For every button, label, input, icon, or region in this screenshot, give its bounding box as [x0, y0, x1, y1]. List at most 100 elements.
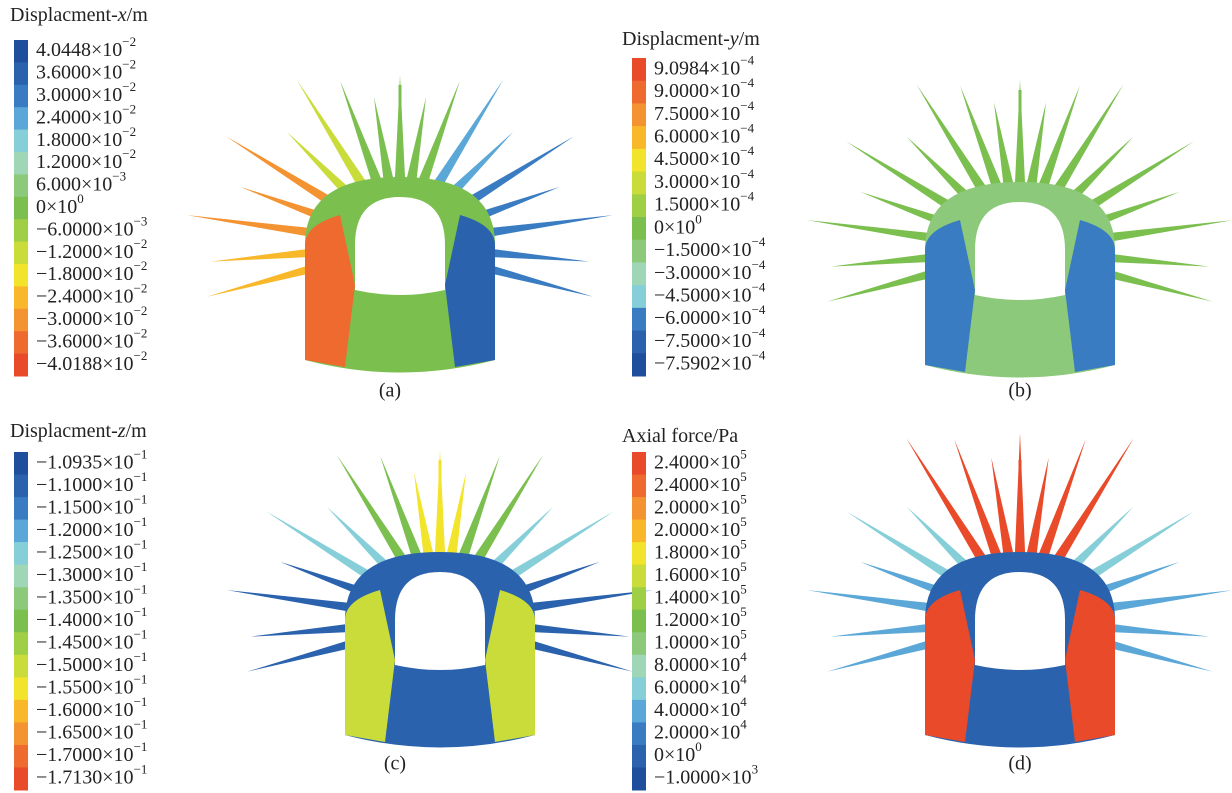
mantissa: −6.0000×10	[36, 218, 134, 240]
legend-label: −1.0000×103	[654, 762, 758, 789]
mantissa: −3.0000×10	[36, 308, 134, 330]
legend-swatch	[14, 587, 28, 610]
caption: (a)	[379, 380, 401, 402]
exponent: −1	[134, 627, 148, 642]
legend-label: −4.5000×10−4	[654, 279, 766, 306]
mantissa: −3.0000×10	[654, 261, 752, 283]
exponent: 3	[752, 762, 759, 777]
legend-swatch	[14, 174, 28, 197]
exponent: 0	[695, 211, 702, 226]
mantissa: −1.5500×10	[36, 676, 134, 698]
legend-label: −6.0000×10−4	[654, 302, 766, 329]
exponent: −2	[122, 79, 136, 94]
mantissa: 1.4000×10	[654, 586, 740, 608]
mantissa: 7.5000×10	[654, 102, 740, 124]
exponent: −2	[134, 303, 148, 318]
legend-label: −1.8000×10−2	[36, 258, 147, 285]
legend-swatch	[14, 85, 28, 108]
legend-swatch	[632, 587, 646, 610]
exponent: −4	[752, 325, 766, 340]
legend-swatch	[632, 103, 646, 126]
exponent: 4	[740, 694, 747, 709]
exponent: −4	[740, 166, 754, 181]
mantissa: −1.8000×10	[36, 263, 134, 285]
title-part: /m	[126, 420, 148, 442]
exponent: −4	[752, 348, 766, 363]
mantissa: 6.000×10	[36, 173, 112, 195]
legend-swatch	[632, 172, 646, 195]
legend-swatch	[14, 452, 28, 475]
legend-swatch	[632, 452, 646, 475]
exponent: −2	[122, 34, 136, 49]
legend-swatch	[632, 58, 646, 81]
legend-label: 4.0000×104	[654, 694, 747, 721]
mantissa: 2.4000×10	[36, 106, 122, 128]
exponent: −1	[134, 604, 148, 619]
legend-label: −1.6500×10−1	[36, 717, 147, 744]
exponent: −1	[134, 739, 148, 754]
mantissa: 4.5000×10	[654, 148, 740, 170]
mantissa: −1.3000×10	[36, 564, 134, 586]
mantissa: −1.2500×10	[36, 541, 134, 563]
exponent: −1	[134, 446, 148, 461]
exponent: 5	[740, 491, 747, 506]
legend-label: 4.0448×10−2	[36, 34, 136, 61]
mantissa: 6.0000×10	[654, 125, 740, 147]
figure: Displacment-x/m4.0448×10−23.6000×10−23.0…	[0, 0, 1232, 793]
legend-label: 2.4000×10−2	[36, 101, 136, 128]
mantissa: 2.4000×10	[654, 451, 740, 473]
exponent: 5	[740, 604, 747, 619]
legend-label: −2.4000×10−2	[36, 281, 147, 308]
legend-label: −7.5000×10−4	[654, 325, 766, 352]
exponent: 5	[740, 581, 747, 596]
spike	[1035, 86, 1080, 196]
legend-swatch	[632, 475, 646, 498]
exponent: −1	[134, 469, 148, 484]
legend-label: −4.0188×10−2	[36, 348, 147, 375]
exponent: 5	[740, 536, 747, 551]
legend-swatch	[632, 240, 646, 263]
title-part: /m	[127, 4, 149, 26]
mantissa: 2.0000×10	[654, 518, 740, 540]
legend-label: −6.0000×10−3	[36, 213, 147, 240]
mantissa: −1.7000×10	[36, 744, 134, 766]
mantissa: −1.2000×10	[36, 240, 134, 262]
legend-label: −7.5902×10−4	[654, 348, 766, 375]
mantissa: −6.0000×10	[654, 307, 752, 329]
legend-swatch	[632, 217, 646, 240]
legend-title: Axial force/Pa	[622, 425, 738, 447]
exponent: −2	[134, 281, 148, 296]
legend-label: 1.5000×10−4	[654, 189, 755, 216]
tunnel-hole	[355, 197, 445, 295]
legend-swatch	[632, 542, 646, 565]
legend-label: −1.2000×10−1	[36, 514, 147, 541]
legend-label: 1.6000×105	[654, 559, 747, 586]
mantissa: 9.0000×10	[654, 80, 740, 102]
legend-swatch	[14, 677, 28, 700]
legend-swatch	[14, 130, 28, 153]
exponent: −4	[752, 302, 766, 317]
legend-label: 1.8000×10−2	[36, 124, 136, 151]
legend-swatch	[14, 475, 28, 498]
exponent: 5	[740, 627, 747, 642]
exponent: −3	[112, 169, 126, 184]
exponent: −1	[134, 717, 148, 732]
title-part: x	[117, 4, 127, 26]
exponent: −2	[122, 57, 136, 72]
legend-swatch	[632, 700, 646, 723]
legend-title: Displacment-y/m	[622, 28, 760, 50]
legend-swatch	[632, 353, 646, 376]
exponent: −4	[740, 98, 754, 113]
legend-swatch	[632, 745, 646, 768]
exponent: −1	[134, 581, 148, 596]
legend-label: 1.8000×105	[654, 536, 747, 563]
title-part: z	[117, 420, 126, 442]
legend-label: 2.0000×105	[654, 514, 747, 541]
legend-label: −1.6000×10−1	[36, 694, 147, 721]
legend-swatch	[14, 40, 28, 63]
legend-label: −1.2000×10−2	[36, 236, 147, 263]
legend-swatch	[632, 632, 646, 655]
mantissa: −1.5000×10	[36, 654, 134, 676]
legend-title: Displacment-z/m	[10, 420, 147, 442]
legend-label: −1.5000×10−1	[36, 649, 147, 676]
